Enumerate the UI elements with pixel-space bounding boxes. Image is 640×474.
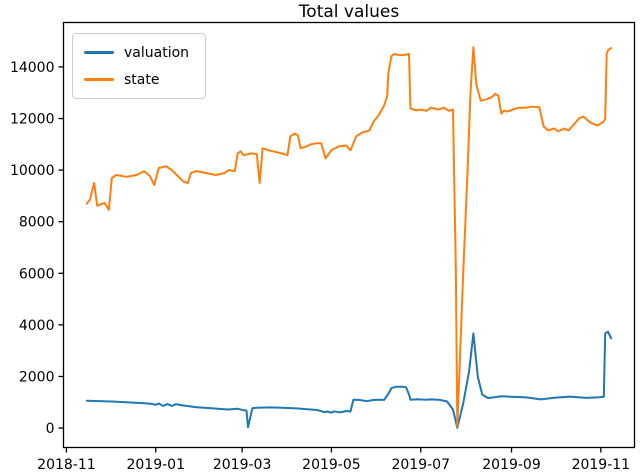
y-tick-label: 2000 bbox=[19, 369, 55, 385]
y-tick-label: 0 bbox=[46, 421, 55, 437]
y-tick-label: 10000 bbox=[10, 163, 55, 179]
legend-label-state: state bbox=[124, 71, 160, 88]
x-tick-label: 2018-11 bbox=[37, 457, 96, 473]
x-tick-label: 2019-11 bbox=[572, 457, 631, 473]
valuation-line-sample bbox=[84, 51, 114, 54]
x-tick-label: 2019-01 bbox=[126, 457, 185, 473]
series-line-valuation bbox=[85, 330, 613, 429]
chart-title: Total values bbox=[298, 2, 400, 22]
legend-label-valuation: valuation bbox=[124, 44, 190, 61]
state-line-sample bbox=[84, 78, 114, 81]
x-tick-label: 2019-03 bbox=[213, 457, 272, 473]
y-tick-label: 12000 bbox=[10, 112, 55, 128]
legend-item-valuation: valuation bbox=[73, 39, 205, 66]
series-group bbox=[85, 46, 613, 429]
y-tick-label: 4000 bbox=[19, 318, 55, 334]
y-tick-label: 6000 bbox=[19, 266, 55, 282]
legend-item-state: state bbox=[73, 66, 205, 93]
axes-group: 0 2000 4000 6000 8000 10000 12000 14000 2018-11 2… bbox=[10, 21, 636, 473]
x-tick-label: 2019-09 bbox=[482, 457, 541, 473]
plot-border bbox=[62, 21, 636, 449]
legend: valuation state bbox=[72, 33, 206, 99]
y-tick-label: 14000 bbox=[10, 60, 55, 76]
x-tick-label: 2019-05 bbox=[302, 457, 361, 473]
x-tick-label: 2019-07 bbox=[391, 457, 450, 473]
series-line-state bbox=[85, 46, 613, 428]
y-tick-label: 8000 bbox=[19, 215, 55, 231]
